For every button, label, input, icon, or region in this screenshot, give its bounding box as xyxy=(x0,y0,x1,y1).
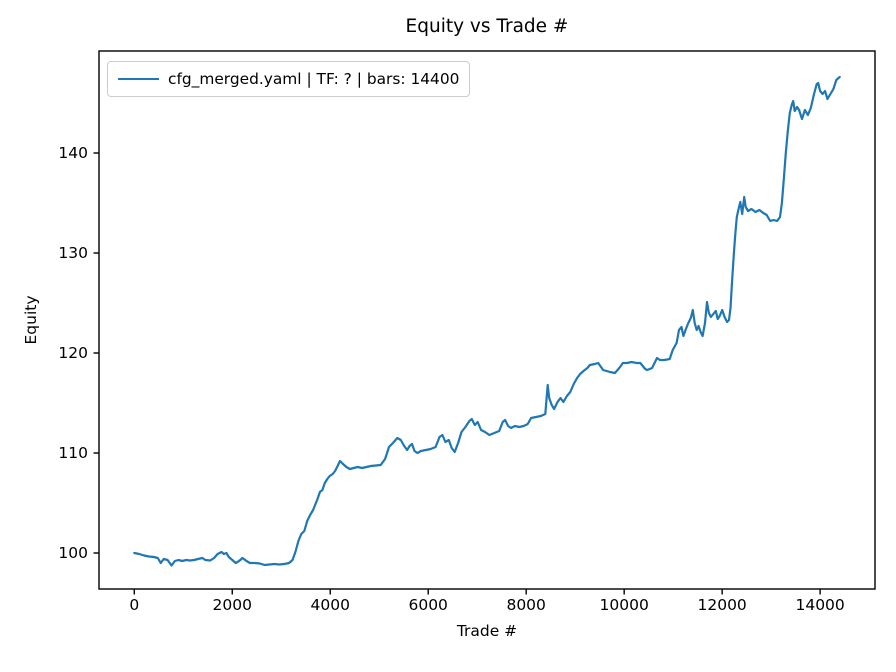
x-tick-label: 6000 xyxy=(408,596,448,614)
y-tick-label: 120 xyxy=(58,344,88,362)
x-tick-label: 2000 xyxy=(212,596,252,614)
equity-curve xyxy=(133,75,841,567)
x-tick-label: 4000 xyxy=(310,596,350,614)
y-tick-label: 100 xyxy=(58,544,88,562)
legend-label: cfg_merged.yaml | TF: ? | bars: 14400 xyxy=(168,70,460,88)
x-tick-label: 12000 xyxy=(697,596,747,614)
y-tick-label: 140 xyxy=(58,144,88,162)
x-tick-label: 14000 xyxy=(795,596,845,614)
y-tick-label: 130 xyxy=(58,244,88,262)
x-tick-label: 0 xyxy=(129,596,140,614)
x-tick-label: 8000 xyxy=(506,596,546,614)
axes-frame xyxy=(98,50,876,590)
legend: cfg_merged.yaml | TF: ? | bars: 14400 xyxy=(107,61,471,97)
y-axis-label: Equity xyxy=(22,295,40,345)
y-tick-label: 110 xyxy=(58,444,88,462)
x-axis-label: Trade # xyxy=(456,622,518,640)
legend-line-sample xyxy=(118,77,159,81)
chart-title: Equity vs Trade # xyxy=(405,16,569,37)
x-tick-label: 10000 xyxy=(599,596,649,614)
